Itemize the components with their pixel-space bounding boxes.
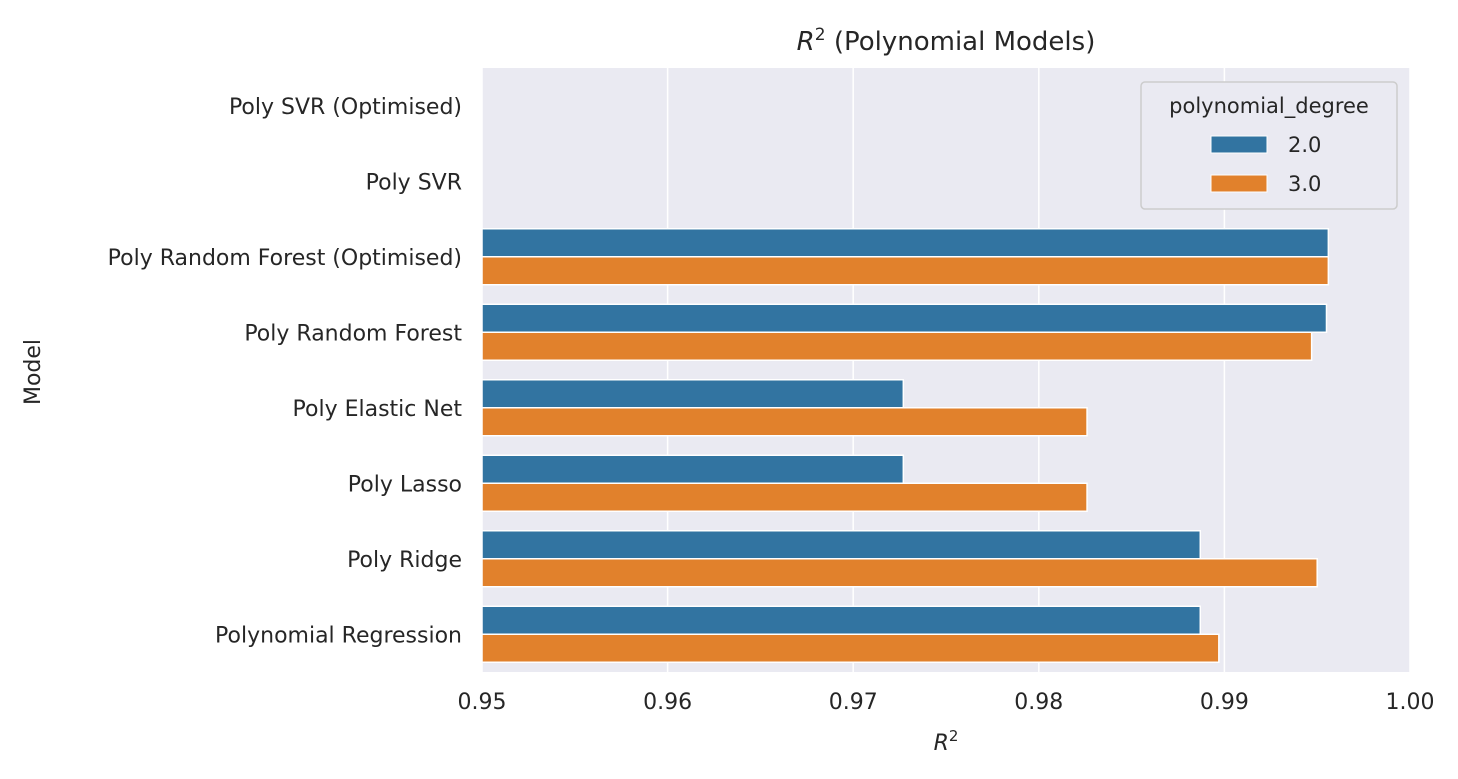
- x-tick-label: 0.95: [458, 690, 507, 715]
- y-axis-label: Model: [21, 339, 46, 405]
- x-axis-label: R2: [934, 727, 959, 756]
- bar-degree-3.0: [481, 633, 1220, 663]
- y-category-labels: Poly SVR (Optimised) Poly SVR Poly Random …: [108, 95, 463, 649]
- x-tick-label: 1.00: [1386, 690, 1435, 715]
- category-label: Polynomial Regression: [215, 623, 462, 648]
- legend-title: polynomial_degree: [1169, 94, 1369, 119]
- legend-label-2: 2.0: [1288, 133, 1321, 157]
- category-label: Poly Elastic Net: [293, 397, 463, 422]
- category-label: Poly Lasso: [348, 472, 462, 497]
- bar-degree-3.0: [481, 558, 1318, 588]
- bar-degree-2.0: [481, 228, 1330, 258]
- category-label: Poly SVR (Optimised): [229, 95, 462, 120]
- category-label: Poly Random Forest: [244, 321, 462, 346]
- bar-degree-2.0: [481, 530, 1202, 560]
- x-tick-label: 0.98: [1014, 690, 1063, 715]
- legend: polynomial_degree 2.0 3.0: [1140, 81, 1398, 210]
- bar-degree-3.0: [481, 482, 1088, 512]
- bars: [481, 228, 1330, 663]
- chart-title: R2 (Polynomial Models): [797, 25, 1096, 57]
- bar-degree-3.0: [481, 407, 1088, 437]
- x-tick-label: 0.96: [643, 690, 692, 715]
- bar-degree-2.0: [481, 303, 1328, 333]
- category-label: Poly Random Forest (Optimised): [108, 246, 462, 271]
- x-tick-label: 0.97: [829, 690, 878, 715]
- bar-degree-2.0: [481, 454, 905, 484]
- grid-lines: [481, 68, 1411, 672]
- bar-degree-2.0: [481, 379, 905, 409]
- x-tick-label: 0.99: [1200, 690, 1249, 715]
- x-ticks: 0.95 0.96 0.97 0.98 0.99 1.00: [458, 690, 1435, 715]
- legend-swatch-2: [1210, 135, 1268, 154]
- bar-degree-3.0: [481, 331, 1313, 361]
- legend-label-3: 3.0: [1288, 172, 1321, 196]
- category-label: Poly Ridge: [347, 548, 462, 573]
- legend-swatch-3: [1210, 174, 1268, 193]
- bar-degree-3.0: [481, 256, 1330, 286]
- bar-degree-2.0: [481, 605, 1202, 635]
- legend-box: [1140, 81, 1398, 210]
- category-label: Poly SVR: [366, 170, 462, 195]
